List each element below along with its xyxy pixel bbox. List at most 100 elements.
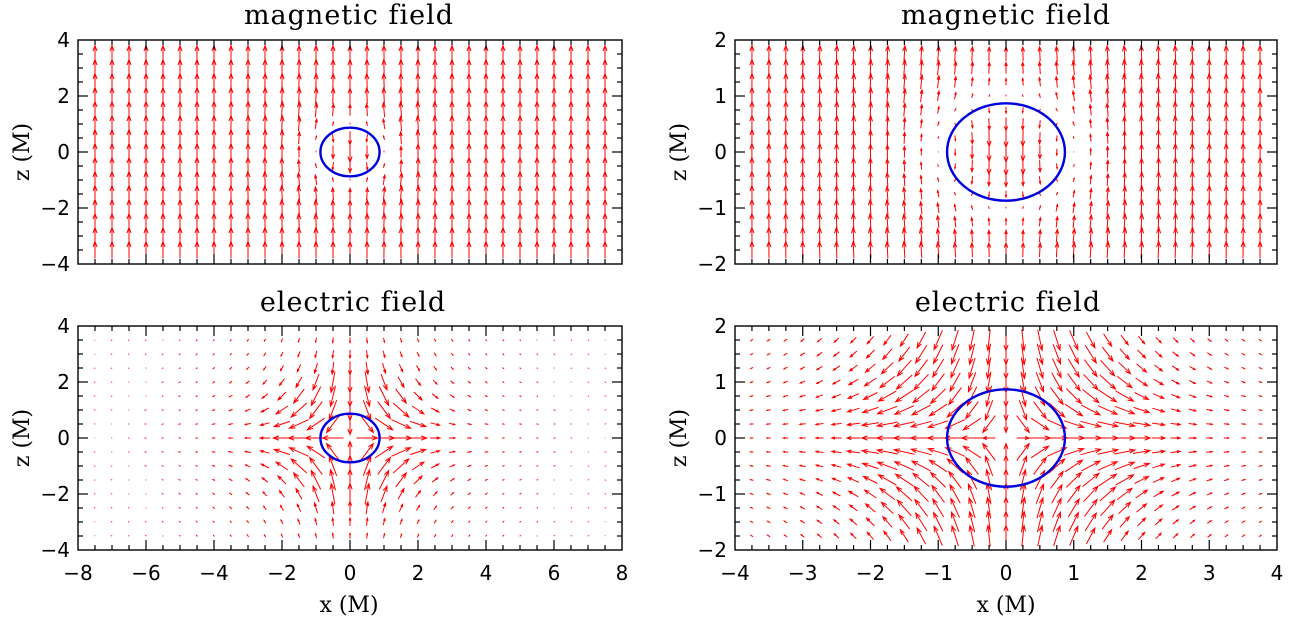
field-vector (1055, 215, 1059, 228)
field-vector (330, 145, 336, 161)
field-vector (211, 465, 216, 467)
field-vector (244, 408, 251, 412)
field-vector (765, 409, 771, 412)
field-vector (347, 440, 353, 463)
field-vector (1067, 373, 1081, 392)
field-vector (1152, 463, 1166, 469)
field-vector (330, 44, 336, 63)
field-vector (782, 520, 788, 524)
field-vector (851, 156, 856, 175)
field-vector (1089, 187, 1093, 200)
field-vector (863, 489, 877, 499)
field-vector (1016, 436, 1031, 440)
field-vector (229, 339, 232, 342)
field-vector (881, 515, 893, 528)
field-vector (1105, 87, 1110, 104)
field-vector (279, 365, 284, 372)
field-vector (884, 212, 890, 231)
field-vector (500, 44, 506, 63)
field-vector (1114, 448, 1137, 455)
field-vector (348, 516, 352, 526)
vector-field (92, 44, 608, 259)
field-vector (314, 101, 319, 118)
field-vector (411, 461, 426, 471)
field-vector (831, 477, 841, 483)
field-vector (1172, 44, 1178, 63)
field-vector (450, 366, 455, 371)
field-vector (484, 478, 489, 481)
field-vector (276, 391, 287, 402)
field-vector (748, 451, 754, 453)
field-vector (951, 524, 959, 547)
field-vector (1081, 404, 1102, 416)
field-vector (864, 502, 876, 513)
field-vector (329, 385, 336, 408)
field-vector (914, 498, 928, 517)
field-vector (845, 422, 860, 427)
field-vector (885, 44, 891, 63)
field-vector (846, 477, 860, 483)
field-vector (1051, 372, 1063, 393)
field-vector (194, 423, 198, 425)
field-vector (1151, 435, 1167, 441)
field-vector (1223, 478, 1230, 482)
field-vector (876, 405, 898, 415)
field-vector (274, 461, 289, 471)
field-vector (288, 447, 309, 457)
field-vector (1258, 451, 1264, 453)
field-vector (1258, 352, 1263, 356)
y-tick-label: −1 (698, 482, 727, 506)
field-vector (1258, 465, 1263, 467)
field-vector (1139, 100, 1144, 119)
field-vector (1004, 190, 1008, 199)
field-vector (899, 528, 909, 543)
field-vector (1020, 45, 1026, 62)
field-vector (814, 422, 824, 426)
field-vector (347, 361, 353, 377)
field-vector (967, 372, 977, 394)
field-vector (1088, 200, 1093, 215)
field-vector (382, 362, 387, 375)
field-vector (1139, 226, 1145, 245)
field-vector (865, 516, 875, 527)
field-vector (329, 371, 336, 394)
field-vector (1081, 460, 1102, 472)
vector-field (749, 44, 1263, 259)
field-vector (227, 423, 233, 426)
field-vector (850, 240, 856, 259)
field-vector (244, 477, 251, 482)
field-vector (798, 422, 806, 426)
field-vector (325, 442, 340, 461)
field-vector (936, 189, 940, 198)
field-vector (212, 367, 216, 370)
field-vector (1103, 528, 1113, 543)
field-vector (1055, 203, 1059, 212)
field-vector (415, 114, 421, 133)
field-vector (949, 483, 961, 504)
field-vector (914, 359, 928, 378)
field-vector (1021, 216, 1025, 226)
field-vector (1020, 357, 1027, 380)
field-vector (178, 506, 181, 509)
field-vector (484, 423, 489, 425)
field-vector (364, 44, 370, 63)
horizon-circle (319, 412, 381, 464)
field-vector (1121, 44, 1127, 63)
field-vector (1071, 74, 1076, 89)
y-tick-label: 2 (57, 84, 70, 108)
field-vector (1207, 519, 1213, 524)
field-vector (1172, 351, 1180, 358)
field-vector (1137, 335, 1146, 345)
field-vector (1224, 338, 1229, 342)
x-tick-label: 3 (1203, 561, 1216, 585)
field-vector (954, 91, 957, 100)
field-vector (970, 76, 974, 87)
field-vector (782, 394, 789, 398)
field-vector (919, 174, 923, 185)
field-vector (433, 365, 438, 371)
field-vector (1257, 44, 1263, 63)
field-vector (749, 366, 754, 370)
field-vector (1133, 406, 1151, 414)
field-vector (885, 129, 890, 146)
field-vector (1003, 442, 1009, 461)
